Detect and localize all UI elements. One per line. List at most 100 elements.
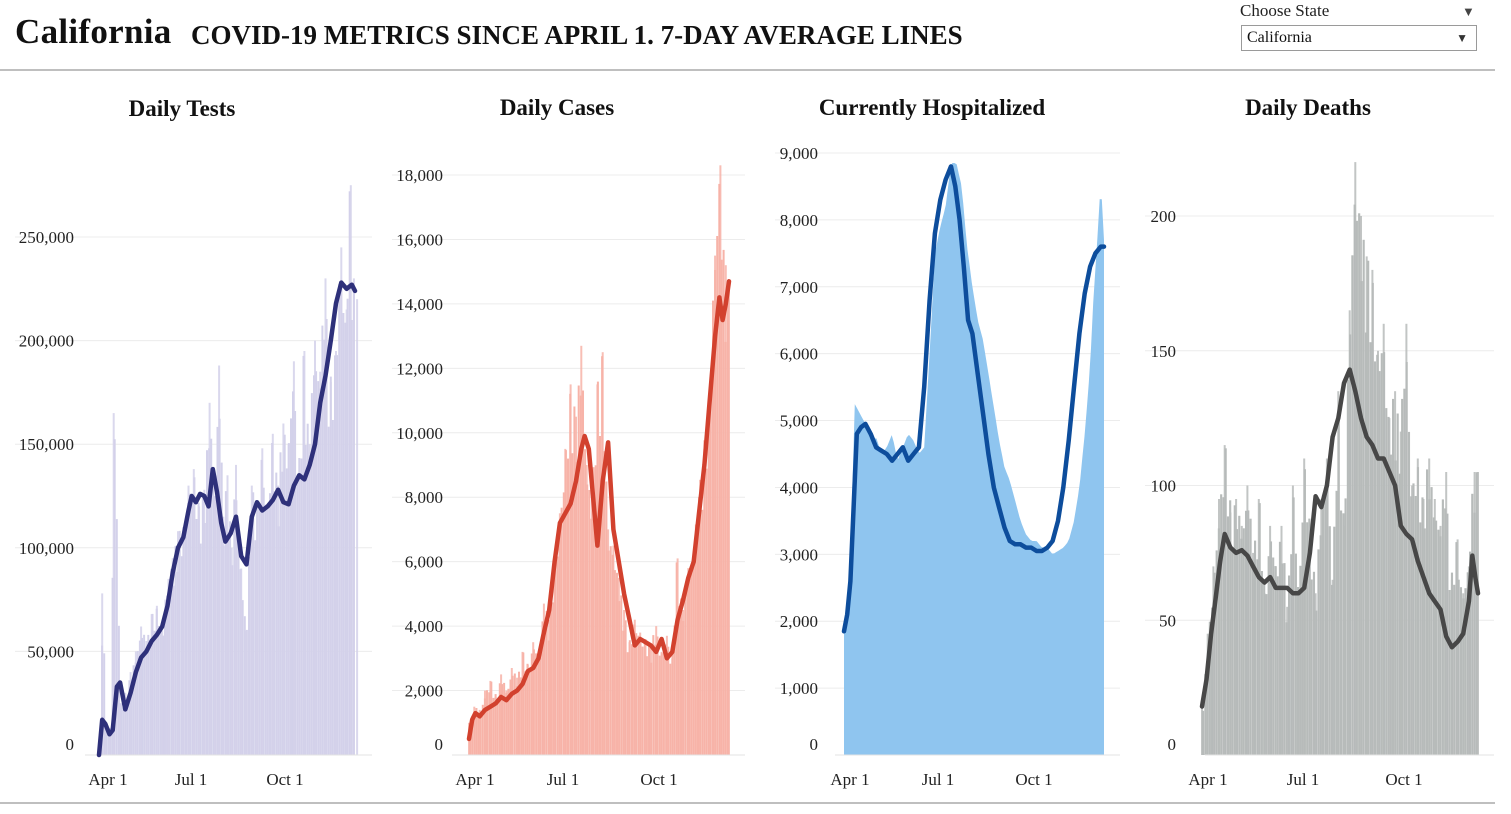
average-line-tests — [96, 280, 358, 758]
bar — [136, 651, 139, 755]
bar-spike — [104, 723, 107, 755]
y-tick-label: 9,000 — [780, 144, 818, 163]
bar — [1276, 576, 1279, 755]
bar-spike — [308, 444, 311, 755]
bar-spike — [1314, 593, 1317, 755]
bar — [624, 620, 627, 755]
state-select[interactable]: California ▼ — [1241, 25, 1477, 51]
bar-spike — [1240, 525, 1243, 755]
bar — [1299, 565, 1302, 755]
bar-spike — [1433, 499, 1436, 755]
bar — [503, 682, 506, 755]
bar-spike — [1229, 512, 1232, 755]
bar — [166, 595, 169, 755]
bar — [528, 668, 531, 755]
bar — [603, 451, 606, 755]
bar — [709, 385, 712, 755]
bar — [552, 602, 555, 755]
bar-spike — [1218, 499, 1220, 755]
bar — [237, 527, 240, 755]
bar — [1378, 371, 1381, 755]
y-tick-label: 4,000 — [405, 617, 443, 636]
bar — [1401, 398, 1404, 755]
bar — [111, 577, 114, 755]
bar-spike — [349, 185, 352, 755]
bar-spike — [1331, 579, 1334, 755]
bar — [300, 458, 303, 755]
bar-spike — [607, 529, 610, 755]
y-tick-label: 150,000 — [19, 435, 74, 454]
footer-divider — [0, 802, 1495, 804]
bar — [620, 595, 623, 755]
bar — [556, 556, 559, 755]
picker-caret-icon[interactable]: ▼ — [1462, 4, 1475, 19]
bar-spike — [218, 365, 221, 755]
y-tick-label: 50,000 — [27, 642, 74, 661]
bar-spike — [1235, 499, 1238, 755]
x-tick-label: Oct 1 — [266, 770, 303, 789]
x-tick-label: Jul 1 — [922, 770, 955, 789]
bar — [1469, 551, 1472, 755]
bar-spike — [639, 632, 642, 755]
bar — [336, 355, 339, 755]
bar — [348, 191, 351, 756]
bar — [1373, 361, 1377, 755]
bar — [1333, 526, 1336, 755]
bar-spike — [208, 402, 211, 755]
state-select-value: California — [1247, 29, 1312, 46]
bar-spike — [575, 416, 577, 755]
bar — [524, 671, 527, 755]
bar — [1466, 572, 1469, 755]
bar — [290, 418, 292, 755]
y-tick-label: 150 — [1151, 342, 1177, 361]
bar — [652, 635, 655, 755]
y-tick-label: 12,000 — [396, 359, 443, 378]
bar — [530, 653, 533, 755]
bar — [1344, 498, 1347, 755]
bar — [1464, 588, 1467, 755]
bar-spike — [182, 527, 185, 755]
y-tick-label: 6,000 — [405, 553, 443, 572]
bar — [132, 665, 135, 755]
y-tick-label: 4,000 — [780, 478, 818, 497]
x-tick-label: Oct 1 — [640, 770, 677, 789]
bar-spike — [155, 605, 158, 755]
bar — [1380, 353, 1383, 755]
y-tick-label: 3,000 — [780, 545, 818, 564]
bar — [1355, 220, 1358, 756]
bar — [224, 491, 227, 755]
bar — [680, 598, 683, 755]
bar — [539, 651, 542, 755]
bar-spike — [1320, 499, 1323, 755]
bar-spike — [167, 578, 170, 755]
bar-spike — [134, 651, 137, 755]
bar — [599, 436, 602, 755]
bar-spike — [177, 531, 179, 755]
bar-spike — [277, 485, 280, 755]
bar — [128, 680, 131, 755]
bar-spike — [124, 692, 127, 755]
bar — [1226, 516, 1230, 755]
bar — [496, 702, 499, 755]
page-subtitle: COVID-19 METRICS SINCE APRIL 1. 7-DAY AV… — [191, 20, 963, 50]
bar — [535, 653, 538, 755]
bar — [705, 468, 708, 755]
bar — [1254, 540, 1257, 755]
bar — [206, 450, 208, 755]
bar — [541, 621, 544, 755]
bar-spike — [352, 278, 355, 755]
bar-spike — [150, 614, 153, 755]
bar-spike — [164, 599, 167, 755]
bar — [1208, 621, 1211, 755]
bar-spike — [1365, 256, 1368, 755]
bar-spike — [521, 651, 524, 755]
bar-spike — [698, 497, 700, 755]
bar — [1403, 388, 1406, 755]
chart-title-deaths: Daily Deaths — [1245, 95, 1371, 120]
bar — [1288, 575, 1291, 755]
bar-spike — [1382, 323, 1385, 755]
bar — [518, 671, 521, 755]
bar — [126, 699, 129, 755]
bar-spike — [728, 287, 730, 755]
